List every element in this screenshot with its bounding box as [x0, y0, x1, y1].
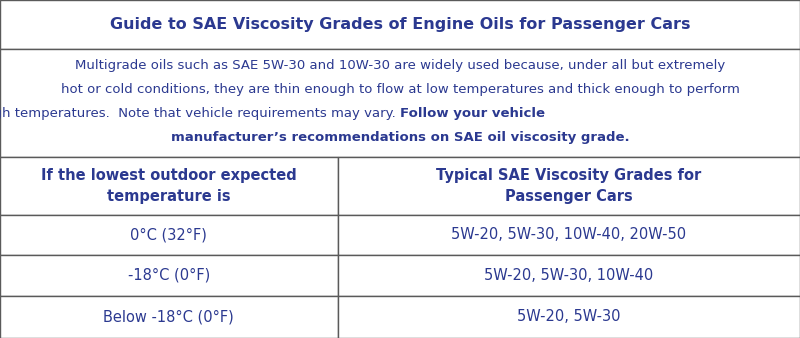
Text: Guide to SAE Viscosity Grades of Engine Oils for Passenger Cars: Guide to SAE Viscosity Grades of Engine … [110, 17, 690, 32]
Bar [0, 157, 338, 215]
Bar [0, 215, 338, 255]
Bar [0, 0, 800, 49]
Text: Multigrade oils such as SAE 5W-30 and 10W-30 are widely used because, under all : Multigrade oils such as SAE 5W-30 and 10… [75, 59, 725, 72]
Bar [338, 215, 800, 255]
Text: satisfactorily at high temperatures.  Note that vehicle requirements may vary.: satisfactorily at high temperatures. Not… [0, 107, 400, 120]
Bar [338, 157, 800, 215]
Text: If the lowest outdoor expected
temperature is: If the lowest outdoor expected temperatu… [41, 168, 297, 204]
Text: 5W-20, 5W-30: 5W-20, 5W-30 [517, 309, 621, 324]
Text: manufacturer’s recommendations on SAE oil viscosity grade.: manufacturer’s recommendations on SAE oi… [170, 131, 630, 144]
Bar [0, 296, 338, 338]
Bar [0, 49, 800, 157]
Bar [338, 255, 800, 296]
Text: 5W-20, 5W-30, 10W-40, 20W-50: 5W-20, 5W-30, 10W-40, 20W-50 [451, 227, 686, 242]
Text: 0°C (32°F): 0°C (32°F) [130, 227, 207, 242]
Bar [338, 296, 800, 338]
Text: Typical SAE Viscosity Grades for
Passenger Cars: Typical SAE Viscosity Grades for Passeng… [436, 168, 702, 204]
Text: -18°C (0°F): -18°C (0°F) [128, 268, 210, 283]
Text: Follow your vehicle: Follow your vehicle [400, 107, 545, 120]
Text: hot or cold conditions, they are thin enough to flow at low temperatures and thi: hot or cold conditions, they are thin en… [61, 83, 739, 96]
Text: 5W-20, 5W-30, 10W-40: 5W-20, 5W-30, 10W-40 [484, 268, 654, 283]
Bar [0, 255, 338, 296]
Text: Below -18°C (0°F): Below -18°C (0°F) [103, 309, 234, 324]
